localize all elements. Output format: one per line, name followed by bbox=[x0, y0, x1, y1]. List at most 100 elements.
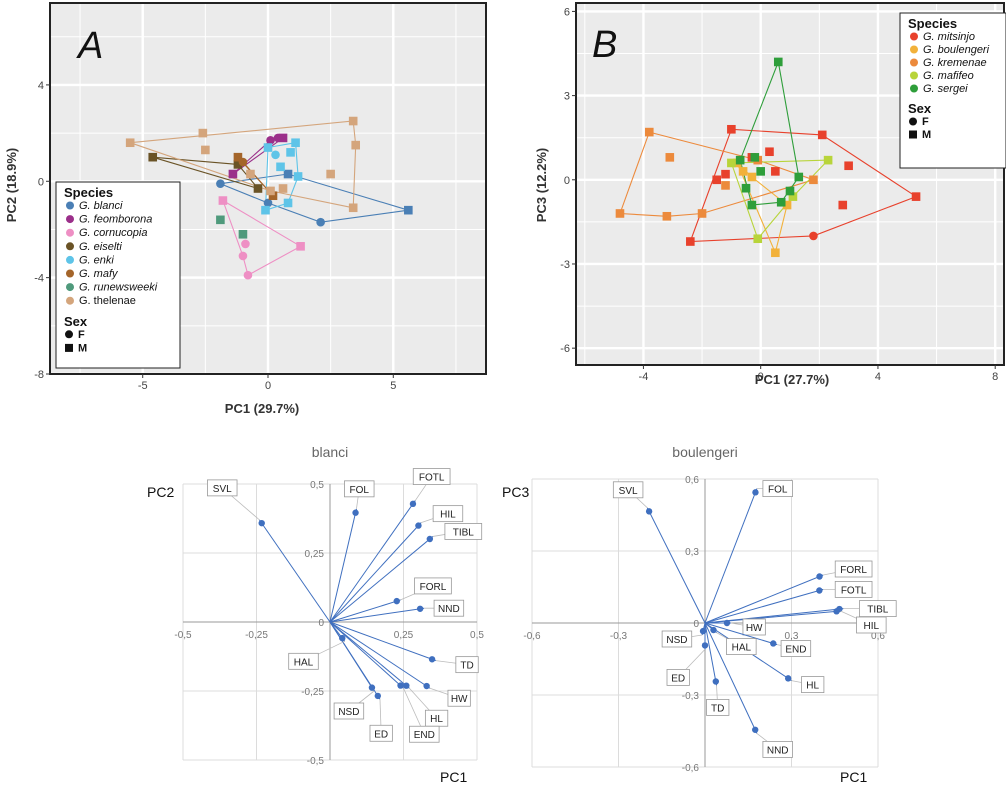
loading-vector bbox=[329, 508, 357, 623]
vector-endpoint bbox=[368, 684, 376, 691]
data-point bbox=[838, 200, 848, 210]
data-point bbox=[686, 237, 695, 246]
vector-label: HL bbox=[430, 714, 443, 725]
data-point bbox=[785, 186, 795, 196]
data-point bbox=[348, 116, 358, 126]
y-tick-label: 0 bbox=[564, 175, 570, 187]
vector-endpoint bbox=[374, 692, 382, 700]
data-point bbox=[665, 153, 675, 162]
x-tick-label: 0,6 bbox=[871, 631, 885, 642]
panelC-chart: -0,5 -0,25 0,25 0,5 0,5 0,25 0 -0,25 -0,5 blanci P… bbox=[147, 444, 484, 785]
vector-label: END bbox=[414, 730, 435, 741]
data-point bbox=[201, 145, 210, 155]
y-axis-title: PC3 bbox=[502, 484, 529, 500]
vector-label: TD bbox=[711, 703, 724, 714]
vector-label: HIL bbox=[864, 621, 880, 632]
data-point bbox=[293, 172, 303, 181]
vector-label: SVL bbox=[619, 486, 638, 497]
y-tick-label: 4 bbox=[38, 80, 44, 92]
vector-label: FORL bbox=[420, 582, 447, 593]
x-tick-label: -4 bbox=[639, 371, 649, 383]
data-point bbox=[276, 162, 285, 172]
data-point bbox=[216, 215, 225, 225]
data-point bbox=[782, 200, 792, 210]
data-point bbox=[278, 133, 288, 143]
callout-box bbox=[762, 741, 793, 758]
plot-frame bbox=[575, 2, 1005, 366]
legend-label: G. eiselti bbox=[79, 241, 122, 253]
vector-endpoint bbox=[699, 627, 707, 635]
data-point bbox=[750, 153, 760, 162]
data-point bbox=[263, 143, 273, 152]
legend-label: G. sergei bbox=[923, 83, 968, 95]
data-point bbox=[911, 192, 921, 201]
legend-box bbox=[899, 12, 1006, 169]
legend-label: G. enki bbox=[79, 254, 114, 266]
y-tick-label: -6 bbox=[560, 343, 570, 355]
data-point bbox=[283, 198, 293, 208]
legend-title: Species bbox=[908, 16, 957, 31]
hull-polygon bbox=[218, 173, 409, 223]
vector-label: NND bbox=[438, 604, 460, 615]
data-point bbox=[738, 167, 748, 176]
vector-endpoint bbox=[833, 608, 840, 615]
legend-swatch bbox=[66, 283, 74, 292]
legend-box bbox=[55, 181, 181, 369]
vector-label: ED bbox=[374, 729, 388, 740]
data-point bbox=[817, 130, 827, 140]
data-point bbox=[844, 161, 853, 171]
loading-vector bbox=[329, 522, 422, 623]
vector-label: FORL bbox=[840, 565, 867, 576]
legend-shape bbox=[65, 330, 73, 339]
legend-label: G. boulengeri bbox=[923, 44, 990, 56]
legend-label: G. mitsinjo bbox=[923, 31, 975, 43]
callout-box bbox=[432, 505, 464, 523]
x-tick-label: 5 bbox=[390, 380, 396, 392]
x-axis-title: PC1 (29.7%) bbox=[225, 401, 299, 416]
data-point bbox=[218, 196, 228, 205]
y-tick-label: 0,6 bbox=[685, 475, 699, 486]
callout-box bbox=[414, 577, 452, 595]
data-point bbox=[238, 229, 248, 239]
callout-box bbox=[834, 581, 873, 598]
callout-box bbox=[455, 656, 479, 674]
panelB-chart: -4 0 4 8 6 3 0 -3 -6 PC1 (27.7%) PC3 (12.2%) B Speci… bbox=[534, 2, 1006, 387]
data-point bbox=[238, 251, 248, 261]
x-tick-label: 0 bbox=[265, 380, 271, 392]
callout-box bbox=[444, 523, 483, 540]
data-point bbox=[268, 191, 278, 201]
vector-endpoint bbox=[409, 500, 417, 508]
callout-box bbox=[369, 724, 393, 742]
loading-vector bbox=[704, 622, 758, 734]
loading-vector bbox=[704, 588, 824, 624]
data-point bbox=[735, 155, 745, 165]
data-point bbox=[243, 270, 253, 280]
loading-vector bbox=[259, 519, 331, 623]
legend-shape bbox=[65, 343, 73, 352]
data-point bbox=[266, 186, 275, 196]
data-point bbox=[727, 124, 736, 134]
legend-sex-title: Sex bbox=[64, 314, 88, 329]
x-tick-label: 0 bbox=[758, 371, 764, 383]
x-axis-title: PC1 bbox=[440, 769, 467, 785]
vector-endpoint bbox=[770, 640, 777, 647]
loading-vector bbox=[329, 621, 431, 689]
data-point bbox=[741, 183, 751, 193]
callout-box bbox=[333, 702, 365, 720]
data-point bbox=[776, 197, 786, 207]
vector-endpoint bbox=[751, 726, 759, 733]
data-point bbox=[771, 167, 780, 176]
callout-box bbox=[344, 480, 375, 498]
loading-vector bbox=[646, 507, 706, 624]
legend-label: G. feomborona bbox=[79, 214, 152, 226]
callout-box bbox=[612, 481, 644, 499]
data-point bbox=[727, 158, 736, 168]
data-point bbox=[615, 209, 625, 218]
vector-endpoint bbox=[403, 682, 410, 689]
x-axis-title: PC1 (27.7%) bbox=[755, 372, 829, 387]
y-tick-label: -4 bbox=[34, 273, 44, 285]
legend-swatch bbox=[66, 269, 74, 278]
